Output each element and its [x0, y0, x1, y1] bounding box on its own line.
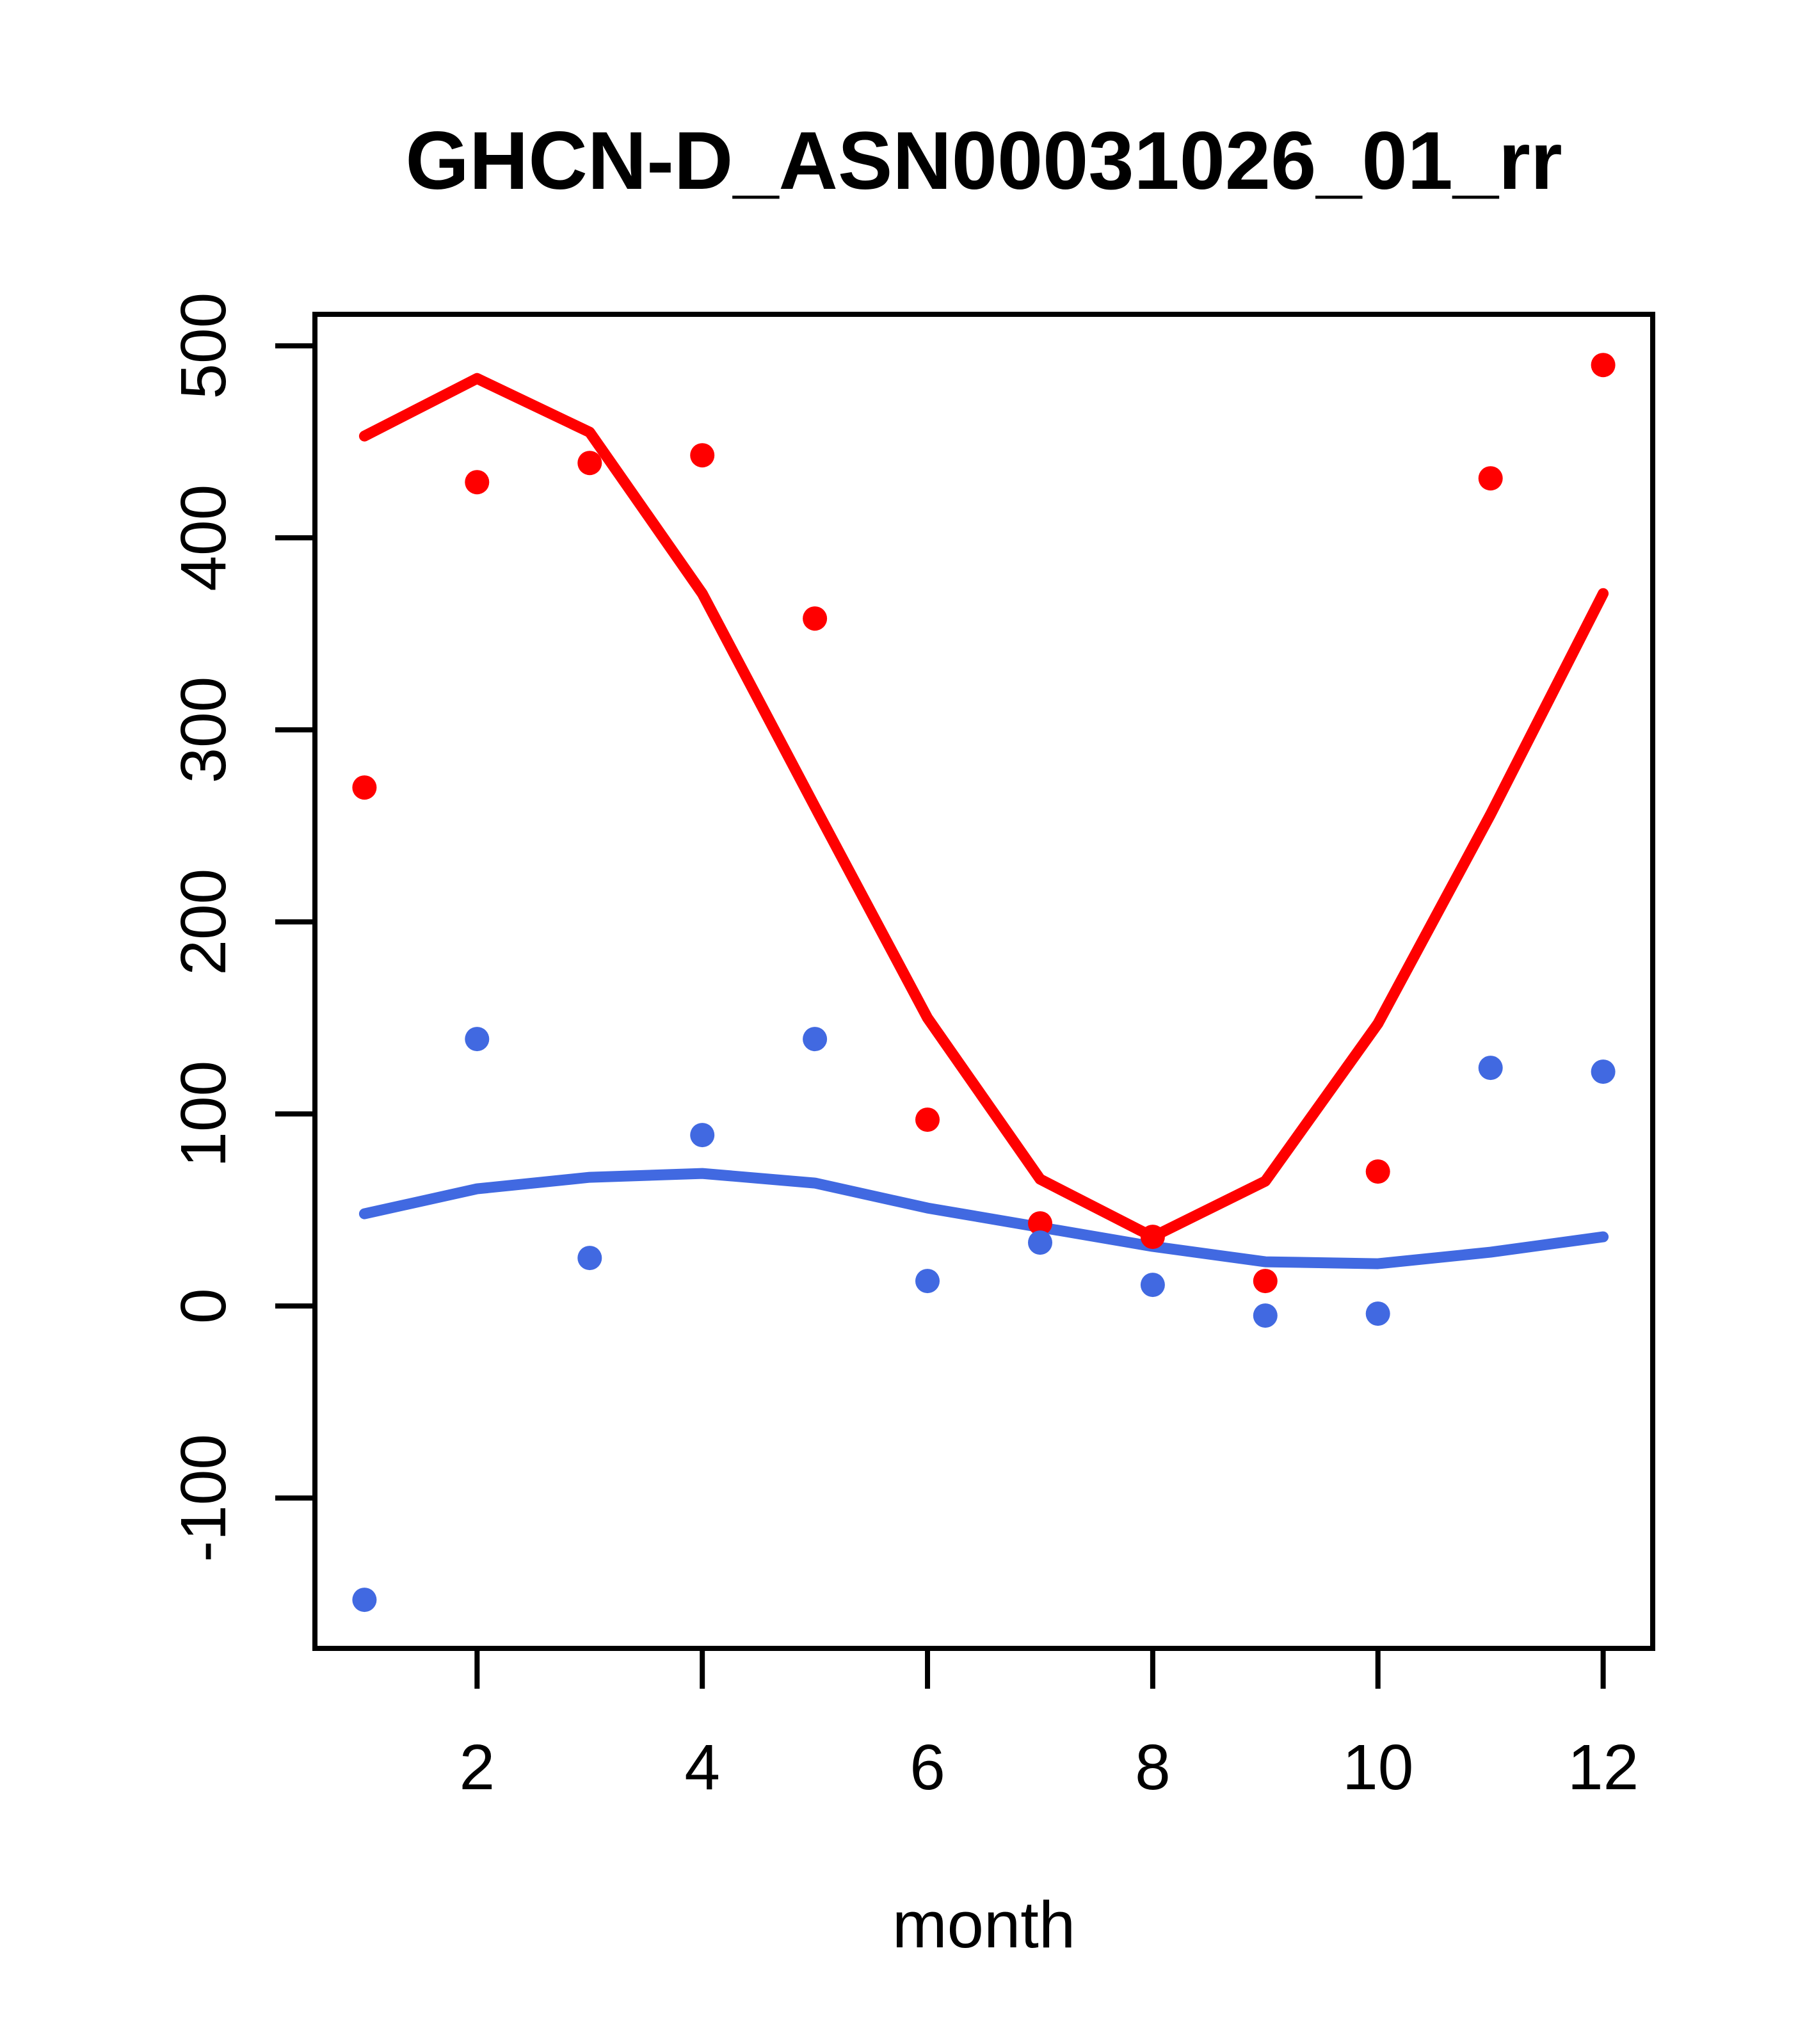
- blue-point: [1591, 1059, 1616, 1084]
- blue-point: [1478, 1056, 1503, 1081]
- blue-point: [690, 1123, 715, 1148]
- red-point: [1365, 1159, 1390, 1184]
- blue-trend-line: [358, 1168, 1609, 1269]
- blue-point: [465, 1027, 490, 1052]
- y-tick-label: 400: [168, 485, 239, 591]
- blue-point: [1028, 1230, 1052, 1255]
- x-tick-label: 10: [1342, 1732, 1413, 1803]
- y-tick-label: -100: [168, 1434, 239, 1562]
- y-tick-label: 0: [168, 1288, 239, 1324]
- blue-point: [577, 1246, 602, 1271]
- blue-point: [1365, 1301, 1390, 1326]
- data-points: [352, 353, 1616, 1613]
- red-point: [1140, 1225, 1165, 1250]
- y-axis: -100 0 100 200 300 400 500: [168, 293, 315, 1562]
- blue-point: [1253, 1303, 1278, 1328]
- red-point: [803, 606, 828, 631]
- red-point: [577, 451, 602, 476]
- red-point: [1028, 1211, 1052, 1236]
- blue-point: [352, 1588, 377, 1613]
- x-tick-label: 6: [910, 1732, 945, 1803]
- x-tick-label: 8: [1135, 1732, 1171, 1803]
- y-tick-label: 300: [168, 677, 239, 784]
- red-trend-line: [358, 373, 1609, 1243]
- x-axis-title: month: [892, 1888, 1075, 1961]
- plot-border: [312, 312, 1655, 1651]
- y-tick-label: 200: [168, 869, 239, 976]
- red-point: [1253, 1269, 1278, 1294]
- red-point: [1591, 353, 1616, 378]
- chart-title: GHCN-D_ASN00031026_01_rr: [405, 115, 1562, 207]
- red-point: [1478, 466, 1503, 491]
- blue-point: [803, 1027, 828, 1052]
- x-tick-label: 4: [684, 1732, 720, 1803]
- red-point: [690, 443, 715, 468]
- red-point: [915, 1107, 940, 1132]
- x-tick-label: 2: [460, 1732, 495, 1803]
- blue-point: [915, 1269, 940, 1294]
- x-axis: 2 4 6 8 10 12: [460, 1648, 1639, 1803]
- blue-point: [1140, 1273, 1165, 1298]
- trend-lines: [358, 373, 1609, 1269]
- y-tick-label: 500: [168, 293, 239, 399]
- red-point: [465, 470, 490, 495]
- red-point: [352, 775, 377, 800]
- x-tick-label: 12: [1568, 1732, 1639, 1803]
- y-tick-label: 100: [168, 1061, 239, 1168]
